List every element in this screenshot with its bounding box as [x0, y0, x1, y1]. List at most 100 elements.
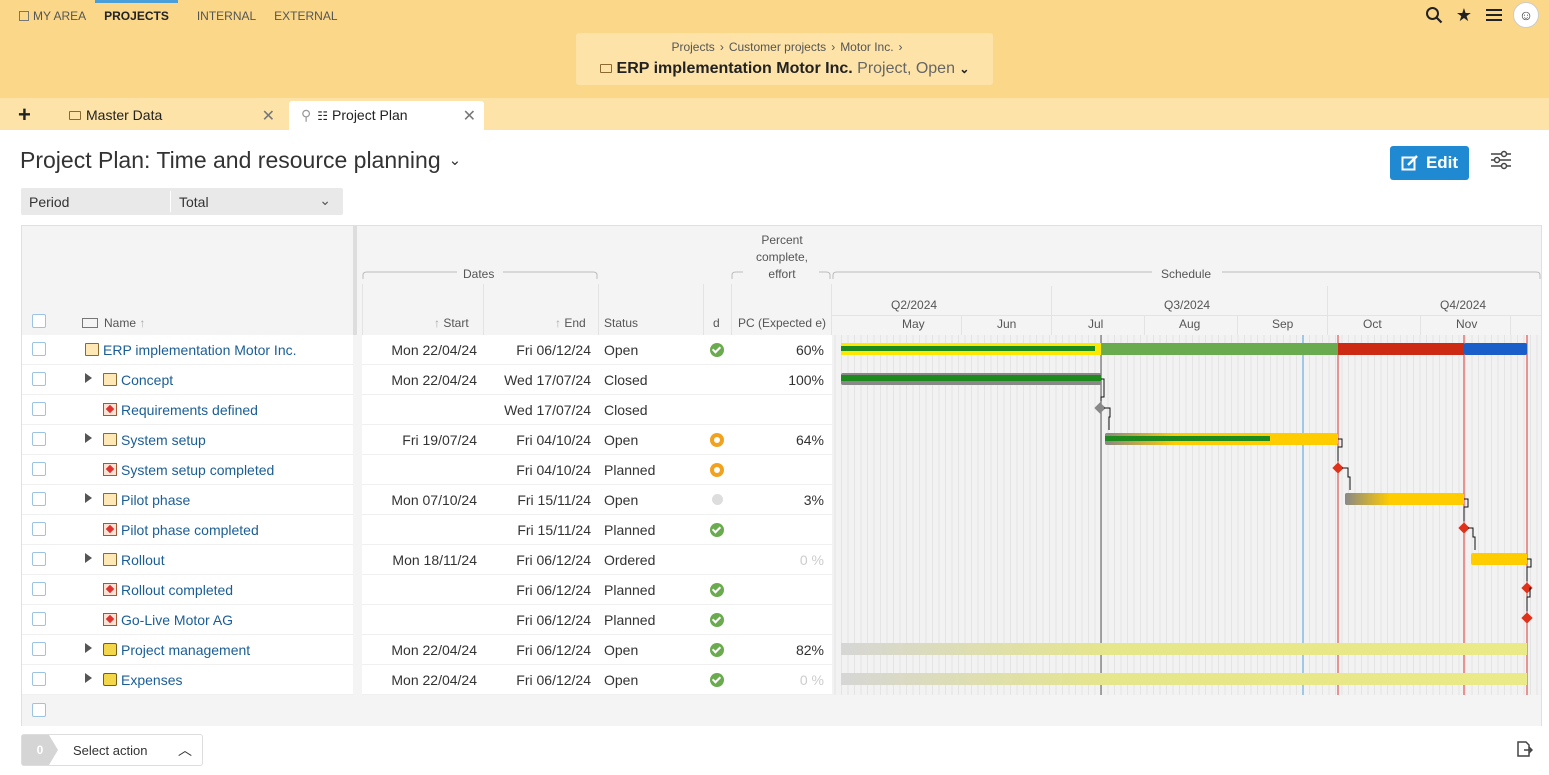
tab-master-data[interactable]: Master Data ✕: [57, 101, 283, 130]
avatar[interactable]: ☺: [1513, 2, 1539, 28]
row-name-link[interactable]: Pilot phase: [121, 492, 191, 508]
star-icon[interactable]: ★: [1455, 4, 1473, 25]
close-icon[interactable]: ✕: [261, 108, 275, 125]
period-selector[interactable]: Period Total ⌄: [21, 188, 343, 215]
row-status: Open: [604, 432, 639, 448]
row-checkbox[interactable]: [32, 582, 46, 596]
add-tab-icon[interactable]: +: [18, 102, 31, 127]
row-name-link[interactable]: Go-Live Motor AG: [121, 612, 234, 628]
search-icon[interactable]: [1423, 3, 1445, 27]
column-resizer[interactable]: [353, 226, 357, 335]
row-checkbox[interactable]: [32, 552, 46, 566]
row-name-link[interactable]: System setup: [121, 432, 206, 448]
settings-sliders-icon[interactable]: [1488, 150, 1514, 176]
row-name-link[interactable]: Concept: [121, 372, 174, 388]
row-checkbox[interactable]: [32, 492, 46, 506]
expand-icon[interactable]: [85, 373, 92, 383]
row-checkbox[interactable]: [32, 522, 46, 536]
row-checkbox[interactable]: [32, 402, 46, 416]
expand-icon[interactable]: [85, 553, 92, 563]
column-header-start[interactable]: ↑ Start: [434, 316, 469, 330]
select-all-checkbox[interactable]: [32, 314, 46, 328]
column-header-name[interactable]: Name ↑: [82, 316, 145, 330]
period-label: Period: [29, 194, 70, 210]
action-bar[interactable]: 0 Select action ︿: [21, 734, 203, 766]
gantt-dependency-arrow: [1104, 407, 1111, 430]
table-row[interactable]: Expenses Mon 22/04/24 Fri 06/12/24 Open 0 %: [22, 665, 1541, 695]
sort-up-icon[interactable]: ↑: [555, 316, 561, 330]
table-row[interactable]: Requirements defined Wed 17/07/24 Closed: [22, 395, 1541, 425]
row-name-link[interactable]: Pilot phase completed: [121, 522, 259, 538]
row-checkbox[interactable]: [32, 342, 46, 356]
row-checkbox[interactable]: [32, 612, 46, 626]
column-header-pc[interactable]: PC (Expected e): [738, 316, 827, 330]
row-status: Closed: [604, 372, 648, 388]
folder-icon: [103, 433, 117, 446]
nav-projects[interactable]: PROJECTS: [95, 0, 178, 30]
top-bar: MY AREA PROJECTS INTERNAL EXTERNAL ★ ☺ P…: [0, 0, 1549, 98]
row-name-link[interactable]: System setup completed: [121, 462, 275, 478]
chevron-up-icon[interactable]: ︿: [178, 742, 192, 758]
table-row[interactable]: Project management Mon 22/04/24 Fri 06/12/…: [22, 635, 1541, 665]
chevron-down-icon[interactable]: ⌄: [959, 62, 970, 76]
group-header-pc: Percent complete, effort: [755, 233, 809, 281]
breadcrumb-item[interactable]: Motor Inc.: [840, 40, 894, 54]
row-percent-complete: 64%: [795, 432, 824, 448]
column-header-end[interactable]: ↑ End: [555, 316, 586, 330]
row-name-link[interactable]: Requirements defined: [121, 402, 258, 418]
project-title[interactable]: ERP implementation Motor Inc. Project, O…: [576, 60, 993, 78]
table-row[interactable]: Go-Live Motor AG Fri 06/12/24 Planned: [22, 605, 1541, 635]
footer-checkbox[interactable]: [32, 703, 46, 717]
row-checkbox[interactable]: [32, 372, 46, 386]
row-name-link[interactable]: Project management: [121, 642, 251, 658]
row-end: Wed 17/07/24: [504, 402, 591, 418]
table-row[interactable]: System setup Fri 19/07/24 Fri 04/10/24 Open…: [22, 425, 1541, 455]
gantt-chart: [832, 335, 1541, 695]
menu-icon[interactable]: [1483, 3, 1505, 27]
tab-project-plan[interactable]: ⚲ ☷ Project Plan ✕: [289, 101, 484, 130]
nav-my-area[interactable]: MY AREA: [10, 0, 95, 30]
table-row[interactable]: ERP implementation Motor Inc. Mon 22/04/2…: [22, 335, 1541, 365]
row-name-link[interactable]: Expenses: [121, 672, 183, 688]
gantt-dependency-arrow: [1468, 527, 1476, 550]
page-title[interactable]: Project Plan: Time and resource planning…: [20, 147, 462, 173]
status-indicator-icon: [712, 494, 723, 505]
row-name-link[interactable]: Rollout: [121, 552, 165, 568]
close-icon[interactable]: ✕: [462, 108, 476, 125]
sort-up-icon[interactable]: ↑: [139, 316, 146, 330]
table-row[interactable]: Rollout completed Fri 06/12/24 Planned: [22, 575, 1541, 605]
column-header-d[interactable]: d: [713, 316, 720, 330]
export-icon[interactable]: [1515, 740, 1535, 760]
table-row[interactable]: Pilot phase Mon 07/10/24 Fri 15/11/24 Open 3…: [22, 485, 1541, 515]
gantt-bar: [841, 673, 1527, 685]
row-checkbox[interactable]: [32, 462, 46, 476]
gantt-milestone: [1521, 612, 1533, 624]
expand-icon[interactable]: [85, 433, 92, 443]
nav-internal[interactable]: INTERNAL: [196, 9, 257, 23]
row-checkbox[interactable]: [32, 672, 46, 686]
nav-external[interactable]: EXTERNAL: [274, 9, 338, 23]
pin-icon[interactable]: ⚲: [301, 107, 312, 123]
table-row[interactable]: Rollout Mon 18/11/24 Fri 06/12/24 Ordered 0 …: [22, 545, 1541, 575]
edit-button[interactable]: Edit: [1390, 146, 1469, 180]
breadcrumb-item[interactable]: Projects: [671, 40, 715, 54]
expand-icon[interactable]: [85, 493, 92, 503]
row-status: Planned: [604, 612, 656, 628]
row-name-link[interactable]: Rollout completed: [121, 582, 234, 598]
chevron-down-icon[interactable]: ⌄: [448, 152, 462, 169]
expand-icon[interactable]: [85, 673, 92, 683]
status-indicator-icon: [710, 673, 724, 687]
chevron-down-icon[interactable]: ⌄: [319, 192, 331, 208]
table-row[interactable]: Pilot phase completed Fri 15/11/24 Planned: [22, 515, 1541, 545]
sort-up-icon[interactable]: ↑: [434, 316, 440, 330]
row-checkbox[interactable]: [32, 432, 46, 446]
table-row[interactable]: Concept Mon 22/04/24 Wed 17/07/24 Closed 100…: [22, 365, 1541, 395]
row-checkbox[interactable]: [32, 642, 46, 656]
expand-icon[interactable]: [85, 643, 92, 653]
column-header-status[interactable]: Status: [604, 316, 639, 330]
row-name-link[interactable]: ERP implementation Motor Inc.: [103, 342, 297, 358]
group-header-schedule: Schedule: [1161, 267, 1212, 281]
breadcrumb-item[interactable]: Customer projects: [728, 40, 827, 54]
table-row[interactable]: System setup completed Fri 04/10/24 Planne…: [22, 455, 1541, 485]
row-start: Mon 18/11/24: [392, 552, 477, 568]
